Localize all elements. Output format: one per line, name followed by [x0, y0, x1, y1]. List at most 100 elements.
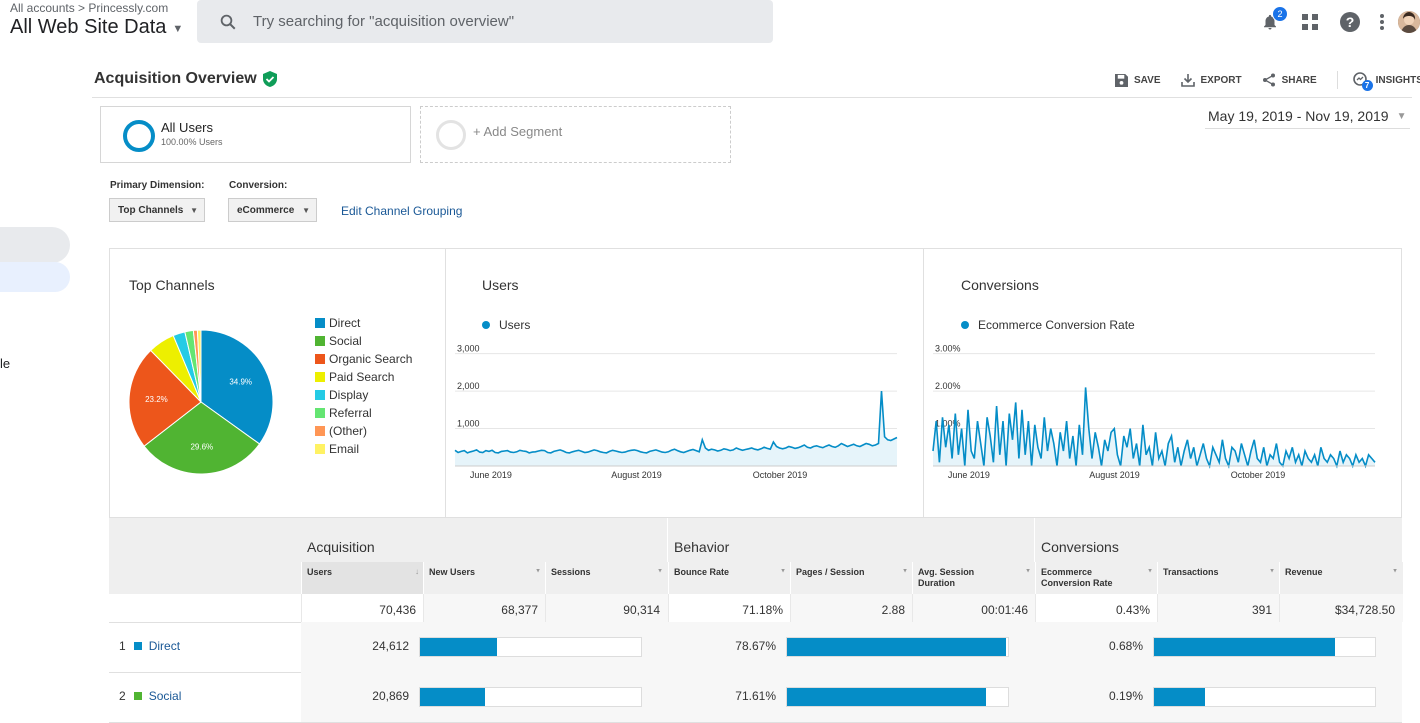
row-value: 24,612 — [372, 639, 409, 653]
share-button[interactable]: SHARE — [1262, 73, 1317, 87]
avatar[interactable] — [1398, 11, 1420, 33]
legend-item: Paid Search — [315, 368, 412, 386]
pie-slice-social[interactable] — [143, 401, 261, 475]
help-button[interactable]: ? — [1330, 6, 1370, 38]
breadcrumb-root-link[interactable]: All accounts — [10, 1, 75, 15]
add-segment-button[interactable]: + Add Segment — [420, 106, 731, 163]
save-label: SAVE — [1134, 74, 1161, 86]
sort-icon[interactable]: ▲ — [1269, 567, 1275, 573]
bar-fill — [420, 688, 485, 706]
nav-item-label[interactable]: le — [0, 356, 11, 371]
y-tick-label: 3.00% — [935, 344, 961, 354]
verified-shield-icon — [262, 71, 277, 87]
property-selector[interactable]: All Web Site Data ▼ — [10, 16, 183, 39]
search-icon — [220, 14, 236, 29]
primary-dimension-dropdown[interactable]: Top Channels ▼ — [109, 198, 205, 222]
edit-channel-grouping-link[interactable]: Edit Channel Grouping — [341, 204, 463, 218]
export-button[interactable]: EXPORT — [1180, 73, 1242, 87]
legend-item: Referral — [315, 404, 412, 422]
totals-value: 71.18% — [742, 603, 783, 617]
breadcrumb: All accounts > Princessly.com — [10, 1, 168, 15]
segment-name: All Users — [161, 120, 214, 135]
conversion-value: eCommerce — [237, 204, 295, 216]
column-header-users[interactable]: Users ↓ — [301, 562, 424, 594]
row-value: 71.61% — [735, 689, 776, 703]
pie-slice-email[interactable] — [196, 329, 202, 403]
column-header-revenue[interactable]: Revenue ▲ — [1279, 562, 1403, 594]
y-tick-label: 3,000 — [457, 344, 480, 354]
x-tick-label: October 2019 — [753, 470, 808, 480]
sort-icon[interactable]: ▲ — [1392, 567, 1398, 573]
apps-button[interactable] — [1290, 6, 1330, 38]
row-value: 0.68% — [1108, 639, 1143, 653]
group-header-conversions — [1035, 518, 1402, 562]
date-range-picker[interactable]: May 19, 2019 - Nov 19, 2019 ▼ — [1205, 104, 1410, 129]
caret-down-icon: ▼ — [1396, 110, 1407, 122]
column-header-transactions[interactable]: Transactions ▲ — [1157, 562, 1280, 594]
users-legend-label: Users — [499, 318, 531, 332]
y-tick-label: 2,000 — [457, 381, 480, 391]
bar-track — [786, 687, 1009, 707]
sort-icon[interactable]: ▲ — [902, 567, 908, 573]
segment-all-users[interactable]: All Users 100.00% Users — [100, 106, 411, 163]
totals-cell: 391 — [1157, 594, 1280, 622]
series-line — [932, 387, 1376, 469]
users-legend: Users — [482, 318, 530, 332]
y-tick-label: 1,000 — [457, 419, 480, 429]
insights-button[interactable]: 7 INSIGHTS — [1336, 71, 1420, 91]
legend-label: (Other) — [329, 424, 368, 438]
breadcrumb-account-link[interactable]: Princessly.com — [88, 1, 169, 15]
column-header-bounce-rate[interactable]: Bounce Rate ▲ — [668, 562, 791, 594]
group-label-acquisition: Acquisition — [307, 539, 375, 555]
users-chart-title: Users — [482, 277, 519, 293]
column-header-label: Sessions — [551, 567, 591, 577]
bar-fill — [787, 638, 1006, 656]
column-header-label: Transactions — [1163, 567, 1219, 577]
column-header-new-users[interactable]: New Users ▲ — [423, 562, 546, 594]
column-header-label: Avg. Session Duration — [918, 567, 975, 588]
channels-table: Acquisition Behavior Conversions Users ↓ N… — [109, 518, 1403, 723]
bar-track — [419, 687, 642, 707]
legend-item: Social — [315, 332, 412, 350]
column-header-label: Bounce Rate — [674, 567, 730, 577]
column-header-sessions[interactable]: Sessions ▲ — [545, 562, 668, 594]
more-options-button[interactable] — [1370, 6, 1394, 38]
search-bar[interactable]: Try searching for "acquisition overview" — [197, 0, 773, 43]
conversion-dropdown[interactable]: eCommerce ▼ — [228, 198, 317, 222]
totals-cell: $34,728.50 — [1279, 594, 1403, 622]
sort-icon[interactable]: ▲ — [1025, 567, 1031, 573]
column-header-ecommerce-conversion-rate[interactable]: Ecommerce Conversion Rate ▲ — [1035, 562, 1158, 594]
save-button[interactable]: SAVE — [1115, 73, 1161, 87]
channel-link[interactable]: Direct — [148, 639, 181, 653]
sort-desc-icon[interactable]: ↓ — [415, 567, 419, 576]
column-header-label: Users — [307, 567, 333, 577]
x-tick-label: June 2019 — [948, 470, 990, 480]
pie-slice-organic-search[interactable] — [128, 349, 202, 447]
legend-swatch — [315, 390, 325, 400]
sort-icon[interactable]: ▲ — [1147, 567, 1153, 573]
bar-track — [1153, 637, 1376, 657]
legend-item: (Other) — [315, 422, 412, 440]
apps-grid-icon — [1302, 14, 1318, 30]
sort-icon[interactable]: ▲ — [780, 567, 786, 573]
legend-item: Organic Search — [315, 350, 412, 368]
sort-icon[interactable]: ▲ — [535, 567, 541, 573]
insights-badge: 7 — [1361, 80, 1373, 91]
nav-item[interactable] — [0, 227, 70, 263]
column-header-avg-session-duration[interactable]: Avg. Session Duration ▲ — [912, 562, 1036, 594]
sort-icon[interactable]: ▲ — [657, 567, 663, 573]
bar-track — [419, 637, 642, 657]
legend-swatch — [315, 408, 325, 418]
pie-slice-direct[interactable] — [200, 329, 274, 445]
column-header-label: New Users — [429, 567, 476, 577]
conversions-legend: Ecommerce Conversion Rate — [961, 318, 1135, 332]
column-header-pages-session[interactable]: Pages / Session ▲ — [790, 562, 913, 594]
bar-fill — [420, 638, 497, 656]
search-input[interactable]: Try searching for "acquisition overview" — [253, 13, 515, 30]
share-label: SHARE — [1281, 74, 1317, 86]
nav-item-selected[interactable] — [0, 262, 70, 292]
row-value: 0.19% — [1108, 689, 1143, 703]
notifications-button[interactable]: 2 — [1250, 6, 1290, 38]
channel-link[interactable]: Social — [148, 689, 182, 703]
pie-slice-label: 29.6% — [190, 443, 213, 452]
